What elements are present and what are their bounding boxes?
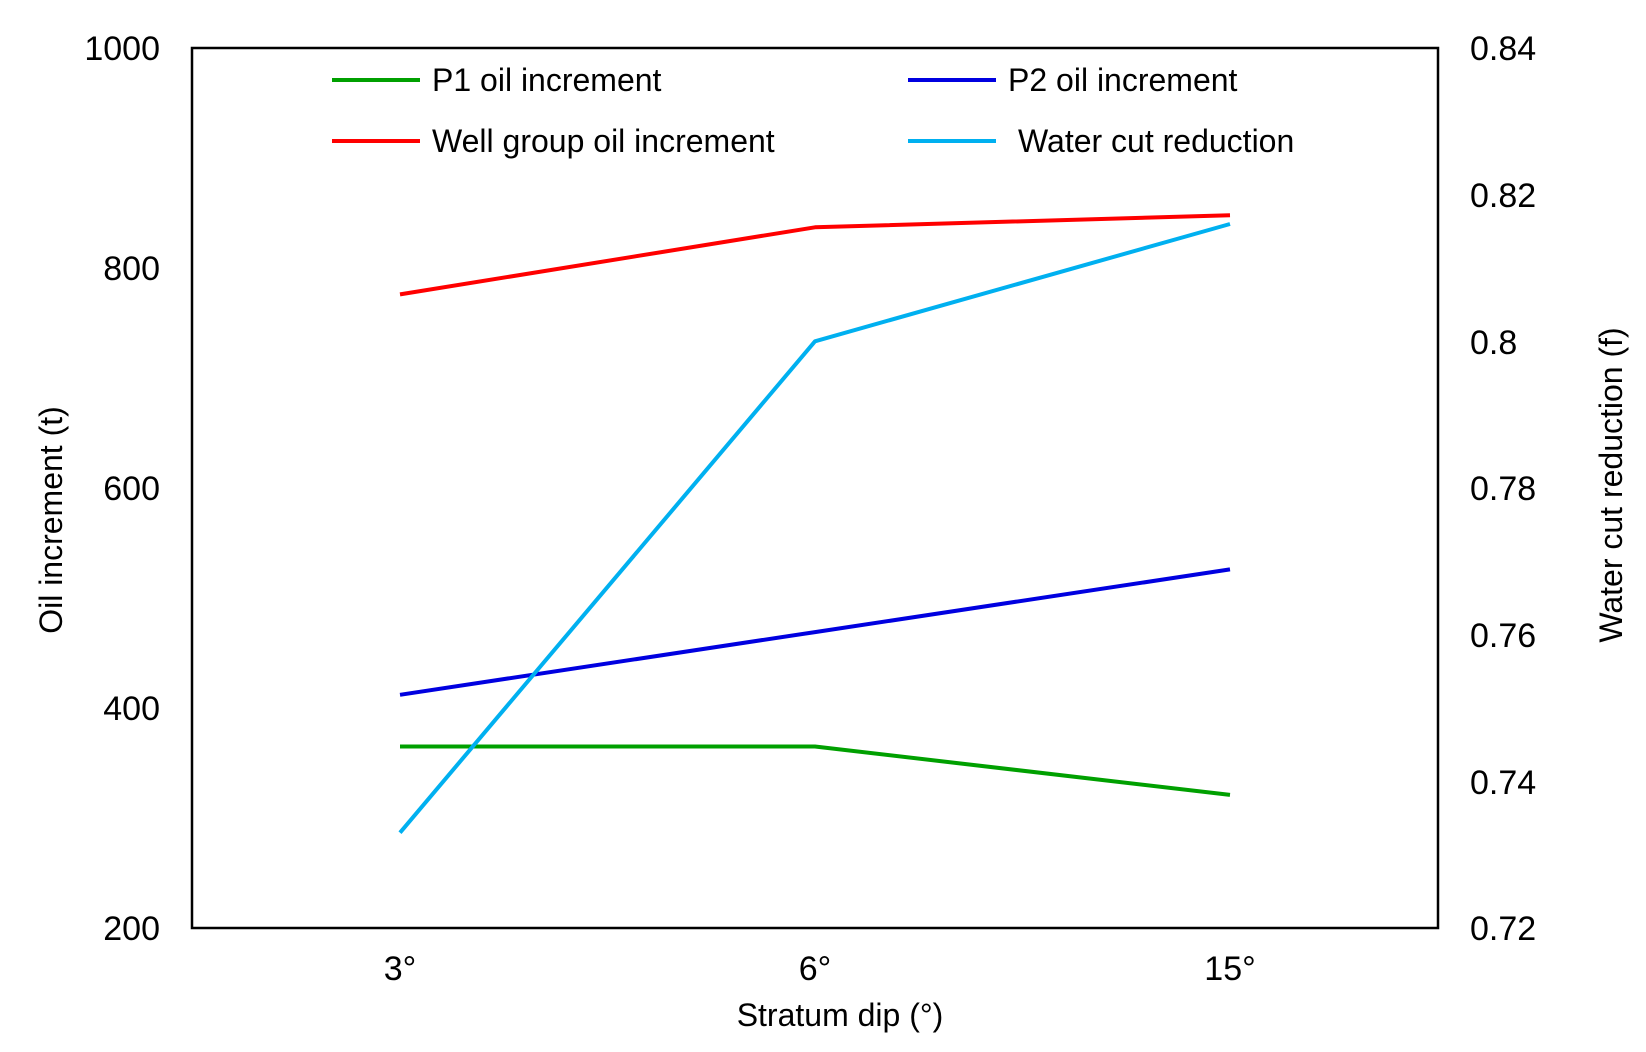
x-axis: 3° 6° 15° [384,950,1256,988]
left-y-axis-title: Oil increment (t) [33,406,69,634]
legend-label: Water cut reduction [1018,123,1294,159]
right-y-axis-title: Water cut reduction (f) [1593,327,1629,642]
right-y-tick-label: 0.84 [1470,30,1536,68]
left-y-tick-label: 1000 [84,30,160,68]
series-line-p1-oil-increment [400,744,1231,797]
x-axis-title: Stratum dip (°) [737,997,944,1033]
legend-entry: P2 oil increment [908,62,1238,98]
right-y-axis: 0.72 0.74 0.76 0.78 0.8 0.82 0.84 [1470,30,1536,948]
x-tick-label: 3° [384,950,417,988]
series-lines [398,213,1231,834]
legend: P1 oil increment P2 oil increment Well g… [332,62,1294,159]
series-line-water-cut-reduction [398,222,1231,834]
legend-entry: Water cut reduction [908,123,1294,159]
left-y-tick-label: 400 [103,690,160,728]
x-tick-label: 6° [799,950,832,988]
right-y-tick-label: 0.82 [1470,177,1536,215]
left-y-tick-label: 600 [103,470,160,508]
right-y-tick-label: 0.72 [1470,910,1536,948]
right-y-tick-label: 0.74 [1470,764,1536,802]
left-y-axis: 200 400 600 800 1000 [84,30,160,948]
right-y-tick-label: 0.78 [1470,470,1536,508]
series-line-p2-oil-increment [399,567,1231,697]
left-y-tick-label: 800 [103,250,160,288]
x-tick-label: 15° [1204,950,1255,988]
legend-label: P1 oil increment [432,62,662,98]
legend-label: Well group oil increment [432,123,775,159]
right-y-tick-label: 0.8 [1470,324,1517,362]
legend-label: P2 oil increment [1008,62,1238,98]
legend-entry: Well group oil increment [332,123,775,159]
legend-entry: P1 oil increment [332,62,662,98]
plot-area [190,46,1440,930]
right-y-tick-label: 0.76 [1470,617,1536,655]
series-line-well-group-oil-increment [399,213,1231,297]
left-y-tick-label: 200 [103,910,160,948]
